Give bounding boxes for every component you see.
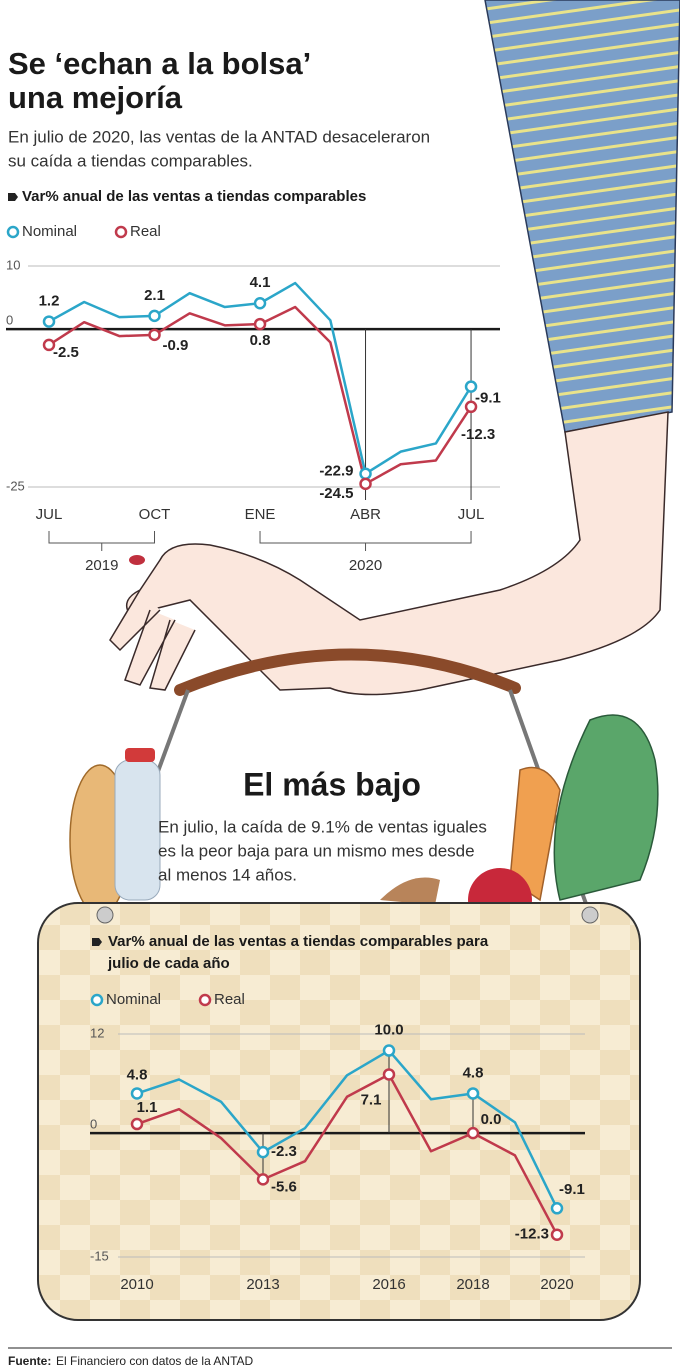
legend-marker <box>6 225 20 239</box>
point-marker <box>466 1126 480 1140</box>
data-label: 1.2 <box>39 293 60 310</box>
point-marker <box>464 400 478 414</box>
data-label: -12.3 <box>515 1226 549 1243</box>
section-text: al menos 14 años. <box>158 865 297 884</box>
title: Se ‘echan a la bolsa’ <box>8 46 311 81</box>
x-tick-label: 2016 <box>372 1276 405 1293</box>
point-marker <box>382 1068 396 1081</box>
y-tick-label: -25 <box>6 478 25 493</box>
data-label: -12.3 <box>461 426 495 443</box>
data-label: 7.1 <box>361 1091 382 1108</box>
point-marker <box>148 309 161 323</box>
x-tick-label: 2013 <box>246 1276 279 1293</box>
x-tick-label: ENE <box>245 506 276 523</box>
x-tick-label: JUL <box>458 506 485 523</box>
title: una mejoría <box>8 80 183 115</box>
legend-label: Nominal <box>106 991 161 1008</box>
point-marker <box>550 1228 564 1241</box>
series-line <box>136 1049 559 1209</box>
data-label: 1.1 <box>137 1099 158 1116</box>
point-marker <box>382 1044 396 1057</box>
y-tick-label: -15 <box>90 1248 109 1263</box>
data-label: -22.9 <box>319 463 353 480</box>
source-text: El Financiero con datos de la ANTAD <box>56 1354 254 1368</box>
x-tick-label: OCT <box>139 506 171 523</box>
point-marker <box>256 1145 270 1159</box>
subtitle: su caída a tiendas comparables. <box>8 151 253 170</box>
section-title: El más bajo <box>243 766 421 802</box>
data-label: 0.8 <box>250 332 271 349</box>
series-line <box>136 1073 559 1236</box>
group-bracket <box>48 531 156 551</box>
group-label: 2019 <box>85 557 118 574</box>
data-label: -2.5 <box>53 344 79 361</box>
y-tick-label: 12 <box>90 1025 104 1040</box>
y-tick-label: 0 <box>90 1117 97 1132</box>
data-label: -9.1 <box>475 390 501 407</box>
chart-title: Var% anual de las ventas a tiendas compa… <box>22 188 366 205</box>
point-marker <box>42 315 56 328</box>
point-marker <box>464 380 478 393</box>
subtitle: En julio de 2020, las ventas de la ANTAD… <box>8 127 430 146</box>
point-marker <box>359 477 372 491</box>
data-label: -24.5 <box>319 485 353 502</box>
data-label: -2.3 <box>271 1143 297 1160</box>
point-marker <box>130 1117 144 1131</box>
data-label: -5.6 <box>271 1178 297 1195</box>
legend-marker <box>90 993 104 1007</box>
point-marker <box>148 328 161 342</box>
series-line <box>48 281 473 475</box>
legend-label: Nominal <box>22 223 77 240</box>
x-tick-label: 2020 <box>540 1276 573 1293</box>
data-label: 4.1 <box>250 274 271 291</box>
data-label: -0.9 <box>163 337 189 354</box>
legend-marker <box>198 993 212 1007</box>
legend-label: Real <box>214 991 245 1008</box>
x-tick-label: ABR <box>350 506 381 523</box>
point-marker <box>359 467 372 480</box>
x-tick-label: JUL <box>36 506 63 523</box>
data-label: 4.8 <box>127 1066 148 1083</box>
legend-label: Real <box>130 223 161 240</box>
section-text: es la peor baja para un mismo mes desde <box>158 841 475 860</box>
data-label: 4.8 <box>463 1064 484 1081</box>
y-tick-label: 10 <box>6 257 20 272</box>
group-label: 2020 <box>349 557 382 574</box>
x-tick-label: 2018 <box>456 1276 489 1293</box>
x-tick-label: 2010 <box>120 1276 153 1293</box>
chart-title: julio de cada año <box>107 955 230 972</box>
point-marker <box>256 1173 270 1186</box>
y-tick-label: 0 <box>6 313 13 328</box>
point-marker <box>130 1087 144 1100</box>
legend-marker <box>114 225 128 239</box>
point-marker <box>253 317 267 331</box>
group-bracket <box>259 531 472 551</box>
point-marker <box>466 1087 480 1100</box>
source-label: Fuente: <box>8 1354 51 1368</box>
point-marker <box>42 338 56 352</box>
data-label: 10.0 <box>374 1021 403 1038</box>
data-label: 2.1 <box>144 287 165 304</box>
point-marker <box>550 1202 564 1215</box>
data-label: -9.1 <box>559 1181 585 1198</box>
chart-title: Var% anual de las ventas a tiendas compa… <box>108 933 489 950</box>
point-marker <box>253 297 267 310</box>
section-text: En julio, la caída de 9.1% de ventas igu… <box>158 817 487 836</box>
data-label: 0.0 <box>481 1111 502 1128</box>
illustration <box>8 0 680 1349</box>
